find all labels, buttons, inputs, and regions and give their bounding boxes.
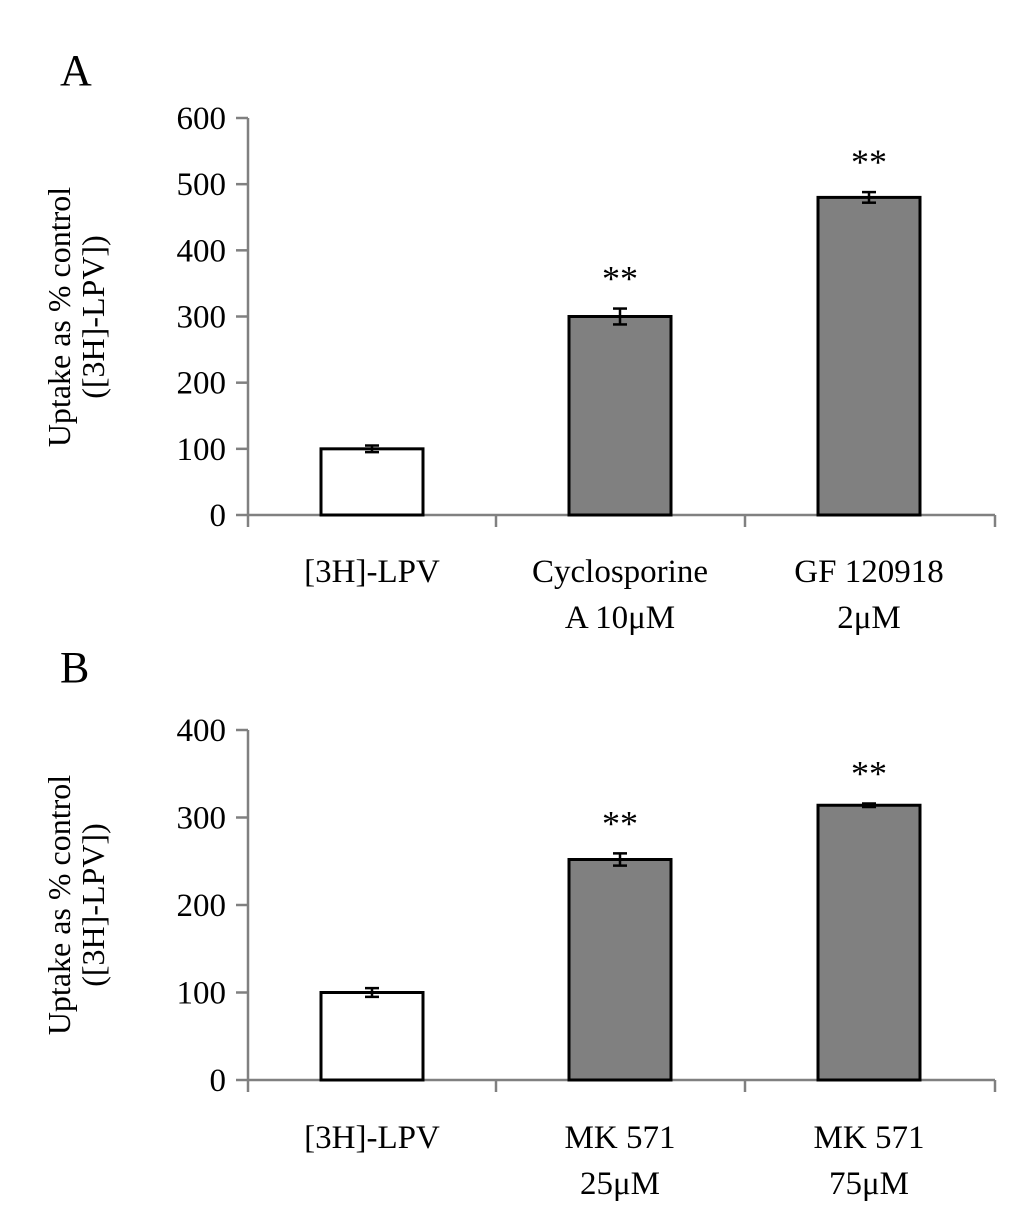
panel-a-y-tick-label: 300 — [177, 300, 227, 336]
panel-b-x-category-label-line: 75μM — [829, 1166, 909, 1202]
panel-b-y-axis-label-line: Uptake as % control — [41, 775, 77, 1035]
panel-a-x-category-label-line: Cyclosporine — [532, 554, 708, 590]
panel-b-label: B — [60, 643, 89, 692]
panel-b-x-category-label-line: [3H]-LPV — [304, 1120, 440, 1156]
panel-a-x-category-label: [3H]-LPV — [304, 554, 440, 590]
panel-b-y-tick-label: 100 — [177, 976, 227, 1012]
panel-b-bar — [816, 803, 922, 1082]
panel-a-y-tick-label: 600 — [177, 101, 227, 137]
panel-b-y-tick-label: 0 — [210, 1063, 227, 1099]
panel-b-significance-marker: ** — [602, 803, 638, 843]
panel-b-y-axis-label: Uptake as % control([3H]-LPV]) — [41, 775, 111, 1035]
panel-b-x-category-label-line: 25μM — [580, 1166, 660, 1202]
panel-a-y-tick-label: 500 — [177, 167, 227, 203]
panel-b-bar — [567, 858, 673, 1082]
panel-a-y-axis-label: Uptake as % control([3H]-LPV]) — [41, 187, 111, 447]
panel-a-x-category-label: GF 120918 2μM — [794, 554, 943, 636]
panel-a-y-tick-label: 200 — [177, 366, 227, 402]
panel-b-x-category-label: [3H]-LPV — [304, 1120, 440, 1156]
panel-a-bar — [816, 195, 922, 517]
panel-a-x-category-label-line: A 10μM — [565, 600, 675, 636]
panel-a-y-tick-label: 0 — [210, 498, 227, 534]
panel-a-significance-marker: ** — [602, 259, 638, 299]
panel-b-y-tick-label: 400 — [177, 713, 227, 749]
panel-a-x-category-label-line: GF 120918 — [794, 554, 943, 590]
panel-a-bar — [319, 447, 425, 517]
panel-a-y-tick-label: 100 — [177, 432, 227, 468]
panel-a-chart: A Uptake as % control([3H]-LPV]) 0 100 200 30… — [41, 46, 997, 636]
panel-b-x-category-label: MK 571 75μM — [814, 1120, 925, 1202]
panel-a-significance-marker: ** — [851, 142, 887, 182]
panel-a-y-tick-label: 400 — [177, 233, 227, 269]
panel-b-x-category-label: MK 571 25μM — [565, 1120, 676, 1202]
panel-b-x-category-label-line: MK 571 — [814, 1120, 925, 1156]
panel-a-x-category-label-line: [3H]-LPV — [304, 554, 440, 590]
panel-a-y-axis-label-line: Uptake as % control — [41, 187, 77, 447]
panel-b-significance-marker: ** — [851, 754, 887, 794]
panel-b-chart: B Uptake as % control([3H]-LPV]) 0 100 200 30… — [41, 643, 997, 1202]
panel-a-x-category-label-line: 2μM — [837, 600, 901, 636]
panel-a-label: A — [60, 46, 92, 95]
panel-b-bar — [319, 991, 425, 1082]
panel-a-x-category-label: Cyclosporine A 10μM — [532, 554, 708, 636]
panel-b-y-tick-label: 200 — [177, 888, 227, 924]
panel-b-y-tick-label: 300 — [177, 801, 227, 837]
panel-b-y-axis-label-line: ([3H]-LPV]) — [75, 823, 111, 987]
panel-a-y-axis-label-line: ([3H]-LPV]) — [75, 235, 111, 399]
panel-a-bar — [567, 315, 673, 517]
panel-b-x-category-label-line: MK 571 — [565, 1120, 676, 1156]
